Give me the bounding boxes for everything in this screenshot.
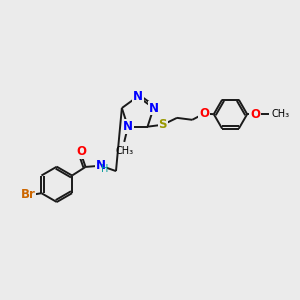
Text: N: N <box>148 101 159 115</box>
Text: S: S <box>158 118 167 131</box>
Text: CH₃: CH₃ <box>115 146 133 156</box>
Text: O: O <box>76 145 86 158</box>
Text: N: N <box>123 120 133 133</box>
Text: N: N <box>133 90 143 103</box>
Text: CH₃: CH₃ <box>271 109 289 119</box>
Text: Br: Br <box>20 188 35 201</box>
Text: H: H <box>101 164 109 174</box>
Text: O: O <box>199 107 209 120</box>
Text: N: N <box>96 159 106 172</box>
Text: O: O <box>250 108 260 121</box>
